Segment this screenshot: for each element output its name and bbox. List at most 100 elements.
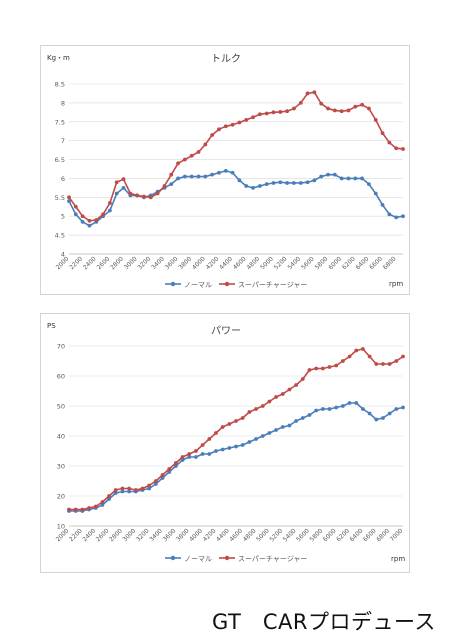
power-series-supercharger-point (140, 486, 145, 491)
torque-series-supercharger-point (223, 124, 228, 129)
power-series-normal-point (381, 416, 385, 420)
torque-y-tick-label: 4.5 (55, 232, 65, 240)
torque-x-tick-label: 3000 (123, 255, 139, 271)
power-series-normal-point (127, 489, 132, 494)
torque-series-supercharger-point (108, 201, 112, 205)
power-series-normal-point (167, 470, 172, 474)
torque-y-tick-label: 8.5 (55, 81, 65, 89)
torque-series-supercharger-point (189, 153, 194, 158)
torque-series-normal-point (367, 182, 371, 187)
torque-series-supercharger-point (101, 212, 105, 217)
power-series-normal-point (100, 503, 105, 507)
torque-xlabel: rpm (389, 280, 403, 288)
torque-series-normal-point (264, 182, 269, 187)
torque-series-supercharger-point (169, 172, 174, 177)
power-series-supercharger-point (147, 483, 152, 488)
torque-series-normal-point (73, 212, 78, 217)
torque-series-supercharger-point (80, 214, 85, 219)
torque-series-supercharger-point (326, 106, 330, 111)
torque-series-supercharger-point (367, 106, 371, 111)
torque-series-normal-point (305, 180, 310, 185)
power-series-supercharger-point (254, 407, 258, 411)
torque-series-supercharger-point (339, 109, 344, 114)
torque-series-supercharger-point (230, 122, 235, 127)
torque-series-normal-point (210, 172, 215, 177)
power-series-supercharger-point (347, 354, 352, 359)
torque-y-tick-label: 6.5 (55, 156, 65, 164)
torque-series-supercharger-point (292, 106, 296, 111)
power-series-normal-point (260, 434, 265, 438)
torque-y-tick-label: 5.5 (55, 194, 65, 202)
power-x-tick-label: 3600 (162, 527, 178, 543)
power-series-supercharger-point (67, 507, 71, 512)
power-series-supercharger-point (80, 507, 85, 512)
power-series-normal-point (227, 446, 232, 450)
torque-series-supercharger-point (176, 161, 180, 166)
power-series-supercharger-point (180, 455, 185, 459)
power-x-tick-label: 4600 (228, 527, 244, 543)
power-xlabel: rpm (391, 555, 405, 563)
power-x-tick-label: 6600 (362, 527, 378, 543)
power-series-supercharger-point (307, 368, 312, 372)
torque-series-supercharger-point (332, 108, 337, 113)
torque-series-normal-point (319, 174, 324, 179)
power-x-tick-label: 5600 (295, 527, 311, 543)
power-series-normal-point (214, 449, 218, 453)
power-series-supercharger-point (73, 507, 78, 512)
torque-series-normal-point (203, 174, 208, 179)
torque-series-normal-point (217, 170, 221, 175)
torque-y-tick-label: 8 (61, 99, 65, 107)
torque-x-tick-label: 2800 (109, 255, 125, 271)
torque-series-normal-point (360, 176, 364, 181)
power-x-tick-label: 3800 (175, 527, 191, 543)
power-x-tick-label: 4400 (215, 527, 231, 543)
power-x-tick-label: 5800 (308, 527, 324, 543)
power-series-supercharger-point (260, 404, 265, 408)
torque-series-normal-point (292, 181, 296, 185)
torque-series-supercharger-point (135, 193, 140, 198)
torque-series-normal-point (387, 212, 392, 217)
power-y-tick-label: 10 (57, 523, 65, 531)
power-legend-super-label: スーパーチャージャー (238, 555, 307, 563)
power-series-normal-point (374, 417, 379, 422)
power-x-tick-label: 2600 (95, 527, 111, 543)
power-series-normal-point (394, 407, 399, 411)
power-series-supercharger-point (387, 362, 392, 366)
power-title: パワー (211, 325, 241, 337)
torque-series-supercharger-point (217, 127, 221, 132)
torque-series-normal-point (87, 223, 92, 228)
torque-series-supercharger-point (148, 195, 153, 200)
power-series-supercharger-point (214, 431, 218, 435)
torque-series-normal-point (244, 184, 249, 188)
torque-series-normal-point (196, 174, 201, 179)
power-series-normal-point (153, 482, 158, 486)
torque-chart: 4 4.5 5 5.5 6 6.5 7 7.5 8 8.5 2000 2200 2400 2600 2800… (40, 45, 410, 295)
torque-series-normal-point (108, 208, 112, 213)
power-series-normal-point (187, 455, 192, 459)
torque-series-supercharger-point (298, 100, 303, 105)
power-series-supercharger-point (113, 488, 118, 492)
torque-series-normal-point (278, 180, 283, 185)
power-series-supercharger-point (100, 500, 105, 504)
power-series-normal-point (107, 497, 111, 501)
power-x-tick-label: 3400 (148, 527, 164, 543)
torque-ylabel: Kg・m (47, 54, 70, 62)
torque-series-supercharger-point (182, 157, 187, 162)
torque-y-tick-label: 6 (61, 175, 65, 183)
power-series-normal-point (274, 428, 278, 432)
torque-series-normal-point (80, 219, 85, 224)
power-series-normal-point (120, 489, 125, 494)
power-series-supercharger-point (267, 399, 272, 404)
power-series-normal-point (300, 416, 305, 420)
power-series-supercharger-point (194, 449, 198, 453)
torque-series-supercharger-point (94, 218, 99, 222)
power-x-tick-label: 6200 (335, 527, 351, 543)
torque-series-normal-point (326, 172, 330, 177)
power-series-normal-point (287, 423, 292, 428)
power-series-supercharger-point (234, 419, 238, 423)
power-series-normal-point (207, 452, 212, 456)
torque-series-normal-point (285, 181, 290, 185)
power-x-tick-label: 6800 (375, 527, 391, 543)
torque-y-tick-label: 7.5 (55, 118, 65, 126)
power-series-normal-point (200, 452, 205, 456)
